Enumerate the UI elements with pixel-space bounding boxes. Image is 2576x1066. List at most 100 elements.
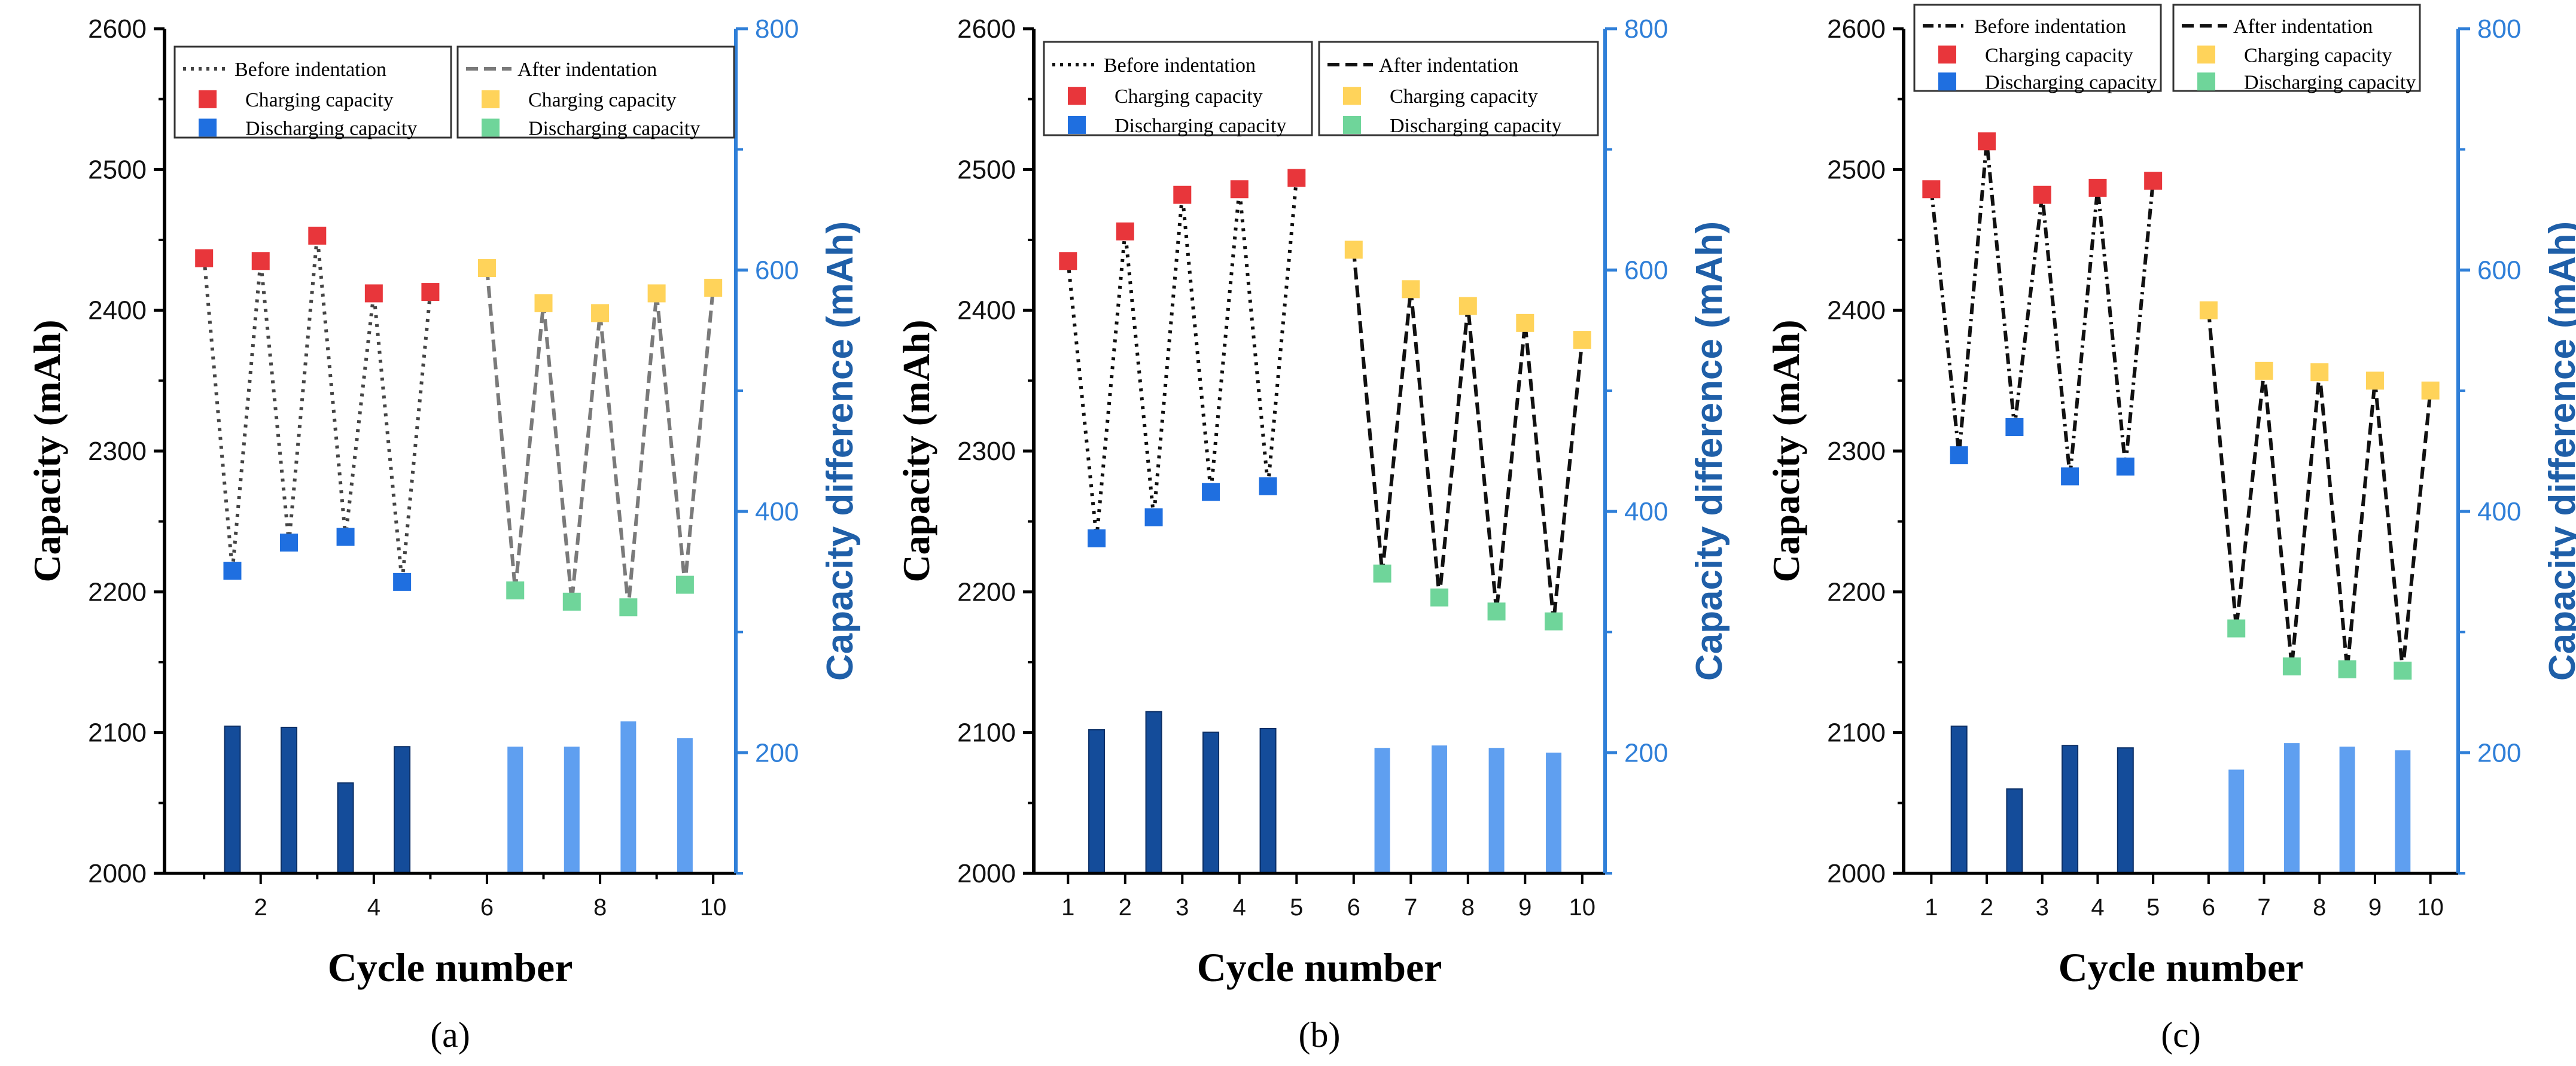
legend-discharge-label: Discharging capacity: [528, 117, 700, 139]
difference-bar-after-2: [564, 747, 580, 873]
y-right-tick-label: 400: [755, 497, 799, 526]
x-tick-label: 10: [1569, 894, 1596, 921]
difference-bar-after-2: [1432, 745, 1448, 873]
x-tick-label: 9: [1518, 894, 1531, 921]
y-tick-label: 2100: [88, 718, 147, 748]
legend-discharge-swatch: [199, 118, 217, 137]
discharge-before-point-2: [280, 533, 299, 552]
x-tick-label: 9: [2368, 894, 2382, 921]
y-right-tick-label: 800: [1624, 14, 1668, 44]
legend-before: Before indentation Charging capacity Disch…: [1913, 4, 2162, 93]
difference-bar-before-2: [2006, 788, 2023, 875]
difference-bar-after-3: [2339, 747, 2355, 873]
x-tick-label: 4: [367, 894, 380, 921]
difference-bar-before-3: [1202, 731, 1220, 874]
discharge-before-point-4: [2116, 457, 2135, 476]
y-tick-label: 2400: [957, 296, 1016, 325]
discharge-before-point-2: [2005, 418, 2024, 436]
difference-bar-before-4: [394, 746, 411, 874]
discharge-after-point-1: [2227, 619, 2246, 638]
legend-title: After indentation: [1379, 54, 1518, 77]
difference-bar-before-1: [224, 725, 241, 874]
x-tick-label: 1: [1925, 894, 1938, 921]
charge-before-point-1: [195, 249, 214, 267]
charge-before-point-5: [421, 283, 440, 301]
legend-discharge-swatch: [2197, 72, 2215, 91]
discharge-after-point-3: [1487, 602, 1506, 621]
legend-charge-label: Charging capacity: [1390, 86, 1538, 108]
legend-after: After indentation Charging capacity Discha…: [456, 45, 735, 139]
y-right-axis-label: Capacity difference (mAh): [2542, 221, 2576, 681]
panel-label: (c): [2161, 1015, 2201, 1055]
x-tick-label: 3: [1176, 894, 1189, 921]
discharge-before-point-1: [1950, 446, 1968, 465]
legend-title: Before indentation: [1974, 16, 2126, 38]
discharge-before-point-4: [393, 572, 412, 591]
y-right-axis-label: Capacity difference (mAh): [820, 221, 861, 681]
panel-label: (b): [1299, 1015, 1341, 1055]
y-tick-label: 2300: [957, 437, 1016, 466]
x-tick-label: 2: [254, 894, 267, 921]
legend-discharge-label: Discharging capacity: [1390, 115, 1561, 137]
y-tick-label: 2000: [1827, 859, 1886, 888]
x-tick-label: 3: [2036, 894, 2049, 921]
discharge-after-point-2: [562, 592, 581, 611]
legend-charge-label: Charging capacity: [528, 89, 677, 111]
discharge-after-point-2: [1430, 588, 1449, 607]
x-tick-label: 2: [1119, 894, 1132, 921]
panel-a: 2000 2100 2200 2300 2400 2500 2600 200 400 600 800…: [26, 14, 861, 1055]
y-right-tick-label: 800: [2477, 14, 2521, 44]
discharge-before-point-3: [1202, 483, 1220, 501]
y-tick-label: 2400: [1827, 296, 1886, 325]
y-right-tick-label: 200: [755, 738, 799, 767]
charge-before-point-3: [1173, 185, 1192, 204]
legend-charge-swatch: [1068, 87, 1086, 105]
legend-discharge-label: Discharging capacity: [2244, 71, 2416, 93]
capacity-line-after: [485, 267, 715, 608]
legend-title: After indentation: [517, 59, 657, 81]
y-right-tick-label: 200: [2477, 738, 2521, 767]
charge-after-point-2: [2255, 361, 2273, 380]
legend-before: Before indentation Charging capacity Disch…: [1043, 41, 1313, 137]
discharge-after-point-2: [2282, 657, 2301, 676]
discharge-after-point-4: [1545, 612, 1563, 631]
y-right-tick-label: 600: [1624, 255, 1668, 285]
difference-bar-before-3: [2062, 745, 2079, 874]
charge-before-point-5: [1287, 169, 1306, 187]
difference-bar-before-3: [337, 782, 354, 874]
charge-before-point-4: [2088, 178, 2107, 197]
difference-bar-after-1: [507, 747, 523, 873]
discharge-after-point-4: [2394, 662, 2412, 680]
y-tick-label: 2000: [88, 859, 147, 888]
legend-discharge-swatch: [1343, 115, 1361, 134]
y-tick-label: 2100: [957, 718, 1016, 748]
charge-after-point-1: [2199, 301, 2218, 319]
legend-discharge-swatch: [1068, 115, 1086, 134]
difference-bar-after-4: [2395, 750, 2411, 873]
y-right-tick-label: 400: [1624, 497, 1668, 526]
x-tick-label: 5: [1290, 894, 1303, 921]
y-axis-label: Capacity (mAh): [1765, 319, 1807, 582]
charge-after-point-4: [647, 284, 666, 303]
charge-before-point-1: [1922, 180, 1941, 199]
charge-after-point-3: [591, 304, 610, 322]
legend-box: [173, 45, 452, 139]
y-tick-label: 2200: [957, 577, 1016, 607]
x-tick-label: 10: [700, 894, 727, 921]
discharge-before-point-4: [1259, 477, 1277, 495]
charge-after-point-4: [1516, 313, 1534, 332]
charge-after-point-1: [477, 259, 496, 278]
charge-before-point-2: [1978, 132, 1996, 151]
charge-after-point-5: [1573, 331, 1591, 349]
legend-charge-swatch: [1938, 45, 1956, 64]
y-axis-label: Capacity (mAh): [895, 319, 937, 582]
legend-discharge-label: Discharging capacity: [245, 117, 417, 139]
x-tick-label: 8: [2313, 894, 2326, 921]
x-axis-label: Cycle number: [2059, 945, 2304, 990]
difference-bar-before-1: [1950, 725, 1968, 874]
discharge-before-point-1: [1088, 529, 1106, 547]
charge-before-point-1: [1059, 252, 1077, 270]
x-axis-label: Cycle number: [328, 945, 573, 990]
legend-charge-label: Charging capacity: [2244, 44, 2392, 66]
